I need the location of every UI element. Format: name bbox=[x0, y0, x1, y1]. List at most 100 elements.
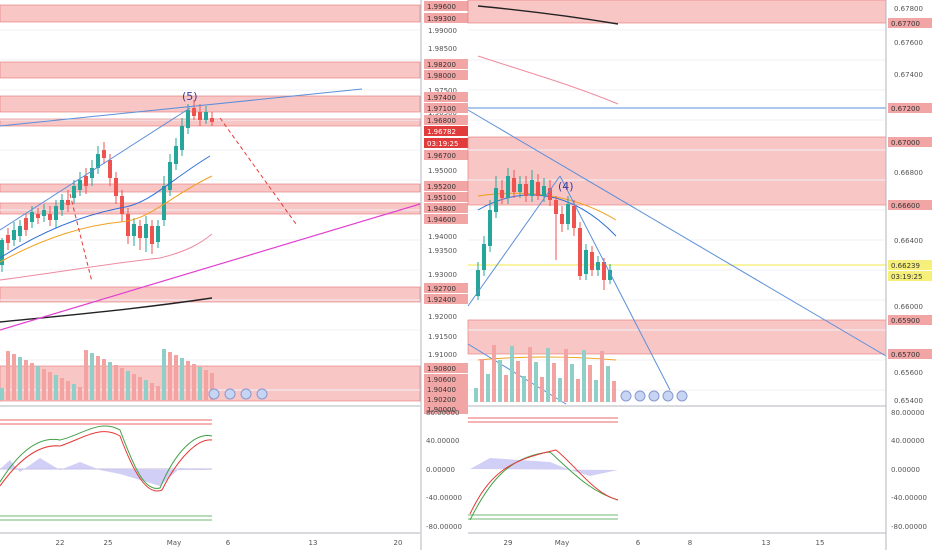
event-icon bbox=[224, 388, 236, 400]
trend-line bbox=[467, 109, 887, 357]
event-icon bbox=[208, 388, 220, 400]
price-tick-label: 1.98500 bbox=[428, 45, 457, 53]
volume-bar bbox=[612, 381, 616, 402]
projection-arrow bbox=[219, 117, 297, 225]
volume-bar bbox=[600, 351, 604, 402]
candle-body bbox=[120, 196, 124, 214]
price-tick-label: 1.91500 bbox=[428, 333, 457, 341]
volume-bar bbox=[588, 365, 592, 402]
candle-body bbox=[24, 218, 28, 230]
price-label-tag bbox=[424, 70, 468, 80]
candle-body bbox=[506, 176, 510, 198]
candle-body bbox=[554, 200, 558, 214]
price-label-tag bbox=[888, 103, 932, 113]
volume-bar bbox=[480, 359, 484, 402]
candle-body bbox=[524, 184, 528, 196]
price-tick-label: 1.94000 bbox=[428, 233, 457, 241]
volume-bar bbox=[144, 380, 148, 400]
candle-body bbox=[542, 186, 546, 196]
candle-body bbox=[198, 112, 202, 120]
volume-bar bbox=[108, 362, 112, 400]
price-label-text: 1.95200 bbox=[427, 183, 456, 191]
price-tick-label: 1.92000 bbox=[428, 313, 457, 321]
date-tick-label: 15 bbox=[816, 539, 825, 547]
price-label-tag bbox=[424, 283, 468, 293]
price-label-text: 0.67000 bbox=[891, 139, 920, 147]
candle-body bbox=[500, 190, 504, 198]
trend-line bbox=[0, 107, 191, 231]
price-label-text: 0.65900 bbox=[891, 317, 920, 325]
moving-average-line bbox=[477, 55, 619, 105]
price-tick-label: 0.65400 bbox=[894, 397, 923, 405]
date-tick-label: May bbox=[167, 539, 181, 547]
volume-bar bbox=[210, 373, 214, 400]
candle-body bbox=[560, 214, 564, 224]
price-label-text: 1.96700 bbox=[427, 152, 456, 160]
volume-bar bbox=[0, 388, 4, 400]
price-label-tag bbox=[424, 394, 468, 404]
volume-bar bbox=[564, 349, 568, 402]
oscillator-tick-label: -40.00000 bbox=[426, 494, 462, 502]
candle-body bbox=[512, 178, 516, 192]
candle-body bbox=[602, 262, 606, 280]
oscillator-tick-label: 40.00000 bbox=[426, 437, 459, 445]
price-tick-label: 0.65600 bbox=[894, 369, 923, 377]
projection-arrow bbox=[69, 193, 93, 283]
zone-band bbox=[0, 183, 421, 193]
price-tick-label: 0.66400 bbox=[894, 237, 923, 245]
volume-bar bbox=[204, 370, 208, 400]
price-tick-label: 0.66000 bbox=[894, 303, 923, 311]
date-tick-label: 25 bbox=[104, 539, 113, 547]
volume-bar bbox=[168, 352, 172, 400]
price-label-text: 1.99300 bbox=[427, 15, 456, 23]
candle-body bbox=[102, 150, 106, 158]
oscillator-tick-label: -80.00000 bbox=[426, 523, 462, 531]
zone-band bbox=[0, 61, 421, 79]
volume-bar bbox=[30, 363, 34, 400]
candle-body bbox=[584, 250, 588, 274]
candle-body bbox=[12, 230, 16, 240]
price-label-tag bbox=[424, 203, 468, 213]
zone-band bbox=[467, 319, 887, 355]
date-tick-label: 29 bbox=[504, 539, 513, 547]
volume-bar bbox=[576, 379, 580, 402]
price-label-text: 1.98000 bbox=[427, 72, 456, 80]
candle-body bbox=[42, 210, 46, 216]
price-tick-label: 0.67400 bbox=[894, 71, 923, 79]
date-tick-label: 8 bbox=[688, 539, 692, 547]
price-tick-label: 0.67800 bbox=[894, 5, 923, 13]
price-label-tag bbox=[888, 18, 932, 28]
price-label-text: 0.66600 bbox=[891, 202, 920, 210]
price-label-tag bbox=[424, 1, 468, 11]
price-label-tag bbox=[424, 192, 468, 202]
candle-body bbox=[6, 235, 10, 243]
moving-average-line bbox=[477, 5, 619, 25]
candle-body bbox=[36, 214, 40, 218]
date-tick-label: May bbox=[555, 539, 569, 547]
volume-bar bbox=[60, 378, 64, 400]
price-label-text: 1.90000 bbox=[427, 406, 456, 414]
moving-average-line bbox=[0, 155, 211, 259]
oscillator-tick-label: 0.00000 bbox=[426, 466, 455, 474]
candle-body bbox=[78, 180, 82, 190]
candle-body bbox=[54, 206, 58, 220]
volume-bar bbox=[594, 380, 598, 402]
price-label-text: 1.92400 bbox=[427, 296, 456, 304]
volume-bar bbox=[18, 357, 22, 400]
volume-bar bbox=[492, 345, 496, 402]
volume-bar bbox=[126, 371, 130, 400]
candle-body bbox=[186, 110, 190, 128]
candle-body bbox=[18, 226, 22, 236]
volume-bar bbox=[54, 375, 58, 400]
candle-body bbox=[174, 146, 178, 164]
candle-body bbox=[204, 112, 208, 120]
oscillator-line bbox=[469, 449, 619, 515]
volume-bar bbox=[504, 375, 508, 402]
oscillator-tick-label: 40.00000 bbox=[891, 437, 924, 445]
volume-bar bbox=[552, 363, 556, 402]
zone-band bbox=[0, 202, 421, 215]
volume-bar bbox=[132, 374, 136, 400]
oscillator-line bbox=[469, 451, 619, 521]
price-label-tag bbox=[424, 115, 468, 125]
price-label-text: 1.96782 bbox=[427, 128, 456, 136]
